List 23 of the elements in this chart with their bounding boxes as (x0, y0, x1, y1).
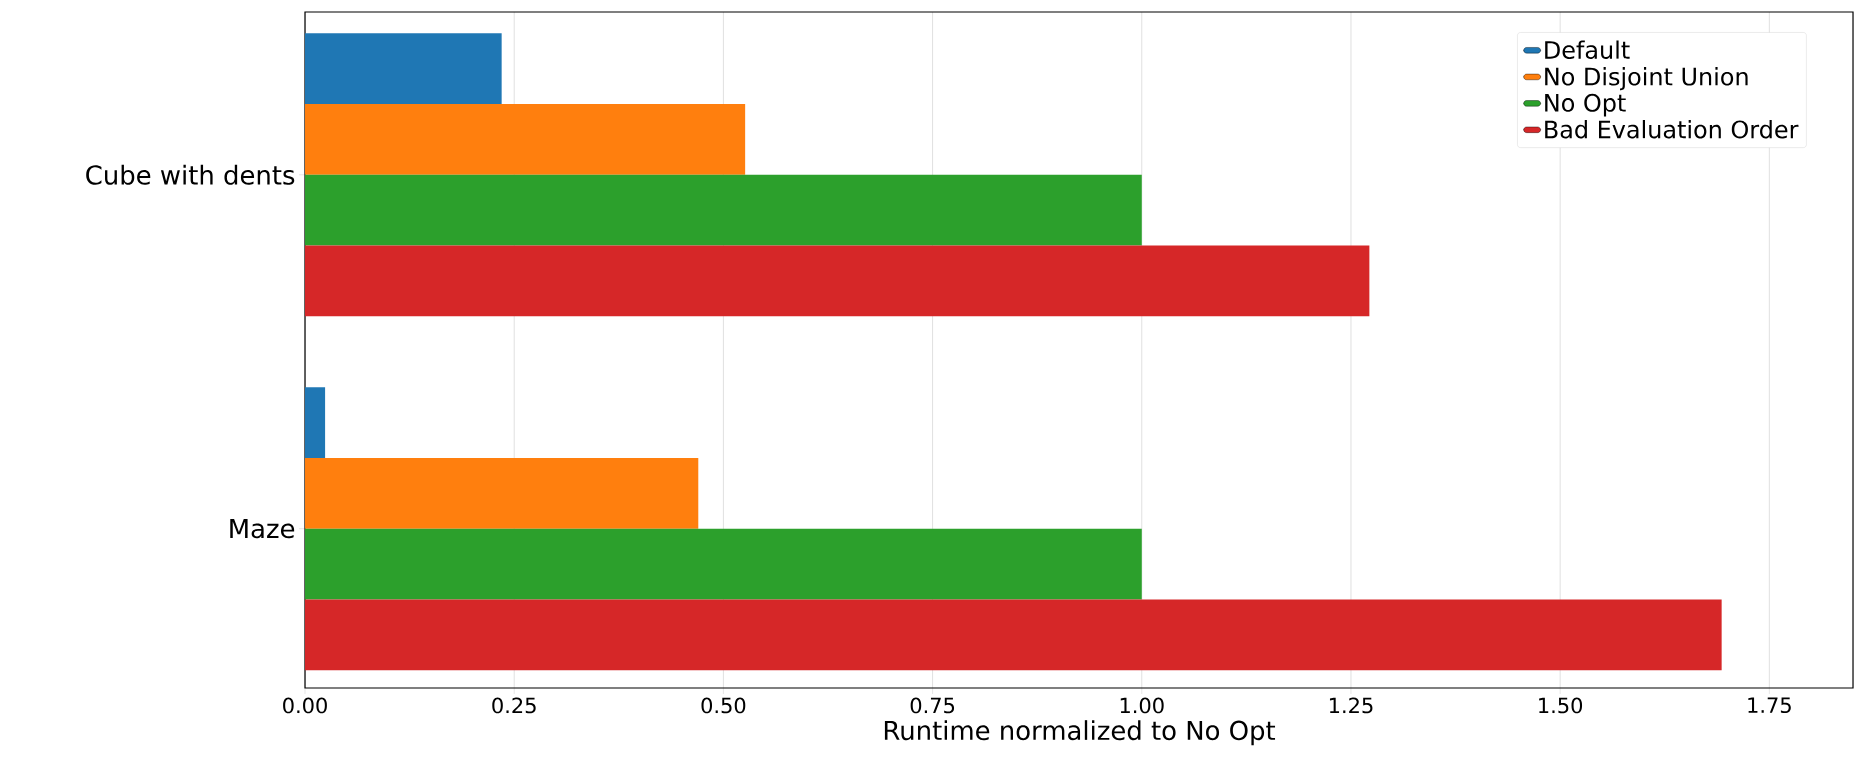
legend-label: Bad Evaluation Order (1545, 119, 1799, 139)
x-tick-label: 1.50 (1539, 697, 1583, 714)
x-tick-label: 1.25 (1329, 697, 1373, 714)
x-tick-label: 0.25 (492, 697, 536, 714)
bar (305, 104, 746, 175)
legend-label: Default (1545, 40, 1630, 59)
legend-label: No Opt (1545, 93, 1626, 117)
bar (305, 599, 1722, 671)
x-tick-label: 1.75 (1748, 697, 1791, 714)
bar (305, 528, 1142, 600)
bar (305, 245, 1370, 317)
y-tick-label: Maze (230, 519, 295, 539)
x-tick-label: 0.00 (283, 697, 327, 714)
bar (305, 457, 699, 529)
bar (305, 33, 502, 105)
bar (305, 387, 326, 458)
y-tick-label: Cube with dents (86, 164, 295, 185)
x-tick-label: 1.00 (1120, 697, 1164, 714)
x-axis-title: Runtime normalized to No Opt (884, 720, 1276, 746)
legend-label: No Disjoint Union (1545, 67, 1748, 91)
bar (305, 174, 1142, 246)
x-tick-label: 0.50 (701, 697, 746, 714)
x-tick-label: 0.75 (910, 697, 955, 714)
